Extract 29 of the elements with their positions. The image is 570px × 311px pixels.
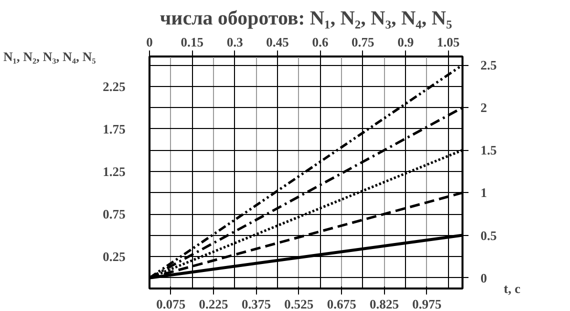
y-tick-label: 1.75 [102,121,126,136]
y-tick-label: 0.75 [102,206,126,222]
y-axis-title: N₁, N₂, N₃, N₄, N₅ [3,49,96,64]
y2-tick-label: 2 [480,100,487,116]
x2-tick-label: 0.75 [352,34,375,50]
y2-tick-label: 0 [480,270,487,286]
x-tick-label: 0.675 [326,296,357,311]
y-tick-label: 0.25 [102,249,126,264]
x-tick-label: 0.225 [198,296,229,311]
y2-tick-label: 2.5 [480,58,498,73]
y2-tick-label: 1.5 [480,142,498,158]
x-axis-title: t, с [504,281,521,296]
x2-tick-label: 0 [146,34,153,50]
y2-tick-label: 1 [480,185,487,200]
x2-tick-label: 0.45 [266,34,290,50]
x-tick-label: 0.825 [370,296,400,311]
x2-tick-label: 0.6 [312,34,329,50]
x2-tick-label: 1.05 [436,34,460,50]
x-tick-label: 0.075 [156,296,186,311]
x-tick-label: 0.525 [284,296,314,311]
y2-tick-label: 0.5 [480,228,498,243]
x2-tick-label: 0.9 [397,34,414,50]
x2-tick-label: 0.3 [226,34,244,50]
y-tick-label: 2.25 [102,78,126,94]
x2-tick-label: 0.15 [180,34,204,50]
x-tick-label: 0.975 [412,296,442,311]
y-tick-label: 1.25 [102,164,126,179]
chart-title: числа оборотов: N₁, N₂, N₃, N₄, N₅ [160,8,452,30]
x-tick-label: 0.375 [242,296,272,311]
